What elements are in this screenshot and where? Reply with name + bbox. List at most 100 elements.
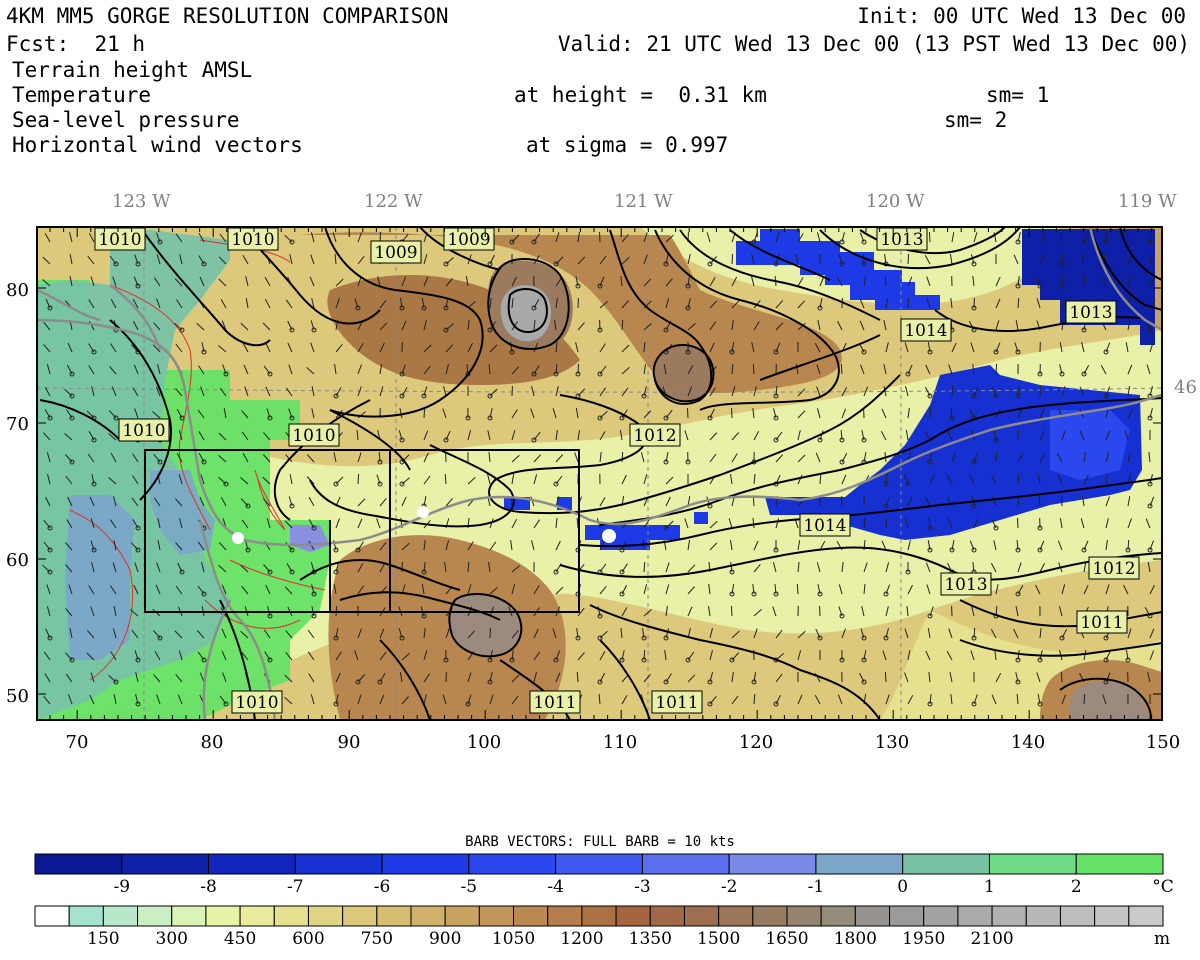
wind-calm-marker [487,393,493,399]
wind-barb [357,585,364,595]
wind-barb [904,342,909,353]
wind-barb [198,233,205,243]
wind-barb [775,322,784,331]
wind-calm-marker [1015,349,1021,355]
wind-barb [308,673,315,683]
isobar-label-text: 1012 [633,426,676,446]
temperature-colorbar-swatch [208,853,296,875]
wind-barb [880,430,887,441]
wind-barb [112,276,117,287]
wind-barb [599,497,606,507]
wind-barb [907,408,910,419]
wind-barb [311,298,315,309]
y-tick-60: 60 [6,550,29,571]
wind-calm-marker [47,525,53,531]
wind-barb [973,232,978,243]
wind-barb [752,517,755,529]
wind-barb [245,298,249,309]
wind-barb [489,344,498,353]
wind-calm-marker [69,415,75,421]
lon-label-122w: 122 W [364,191,423,212]
wind-barb [311,386,315,397]
field-wind-name: Horizontal wind vectors [12,133,303,157]
wind-barb [947,430,953,441]
wind-barb [1016,693,1019,705]
wind-calm-marker [729,657,735,663]
wind-barb [837,320,843,331]
wind-barb [840,363,843,375]
wind-calm-marker [47,635,53,641]
wind-barb [859,298,865,309]
wind-barb [885,517,888,529]
wind-barb [445,628,450,639]
wind-barb [489,587,498,595]
wind-barb [88,232,95,243]
wind-calm-marker [817,437,823,443]
wind-calm-marker [267,657,273,663]
wind-barb [709,321,717,331]
wind-barb [814,694,821,705]
terrain-colorbar-swatch [820,905,856,927]
isobar-label: 1012 [1088,556,1140,580]
terrain-colorbar-swatch [1094,905,1130,927]
wind-barb [44,233,51,243]
wind-barb [488,363,491,375]
wind-calm-marker [663,415,669,421]
wind-barb [1148,452,1151,463]
wind-barb [444,562,447,573]
wind-barb [423,628,426,639]
wind-barb [533,628,539,639]
wind-barb [973,518,979,529]
wind-barb [112,628,117,639]
wind-calm-marker [861,679,867,685]
wind-barb [1105,474,1108,485]
wind-barb [575,342,579,353]
wind-barb [511,695,519,705]
wind-barb [925,562,931,573]
x-tick-110: 110 [603,732,637,753]
wind-barb [310,694,315,705]
wind-barb [1147,672,1151,683]
isobar-label: 1011 [651,690,703,714]
wind-barb [643,232,648,243]
isobar-label-text: 1009 [374,243,417,263]
wind-barb [174,278,183,287]
wind-calm-marker [927,349,933,355]
wind-barb [175,233,183,243]
isobar-label: 1013 [1065,300,1117,324]
wind-calm-marker [949,547,955,553]
wind-barb [69,628,73,639]
terrain-colorbar-swatch [444,905,480,927]
wind-barb [218,564,227,573]
wind-barb [219,233,227,243]
wind-barb [1105,584,1110,595]
wind-barb [797,454,806,463]
terrain-colorbar-swatch [410,905,446,927]
wind-barb [263,629,271,639]
isobar-label-text: 1010 [292,426,335,446]
wind-barb [1017,453,1024,463]
wind-calm-marker [1037,283,1043,289]
wind-barb [379,364,383,375]
wind-barb [841,386,848,397]
wind-barb [991,694,997,705]
wind-calm-marker [949,415,955,421]
wind-barb [262,476,271,485]
map-title: 4KM MM5 GORGE RESOLUTION COMPARISON [6,4,449,28]
wind-barb [46,364,51,375]
lon-label-119w: 119 W [1118,191,1177,212]
wind-calm-marker [971,701,977,707]
wind-barb [555,454,564,463]
wind-barb [68,584,73,595]
wind-barb [687,365,694,375]
wind-barb [287,342,293,353]
wind-barb [665,496,671,507]
isobar-label-text: 1010 [231,230,274,250]
wind-barb [87,630,95,639]
wind-barb [709,453,717,463]
wind-barb [731,276,738,287]
wind-barb [1083,562,1087,573]
wind-barb [511,584,516,595]
wind-barb [863,276,867,287]
wind-barb [266,518,271,529]
